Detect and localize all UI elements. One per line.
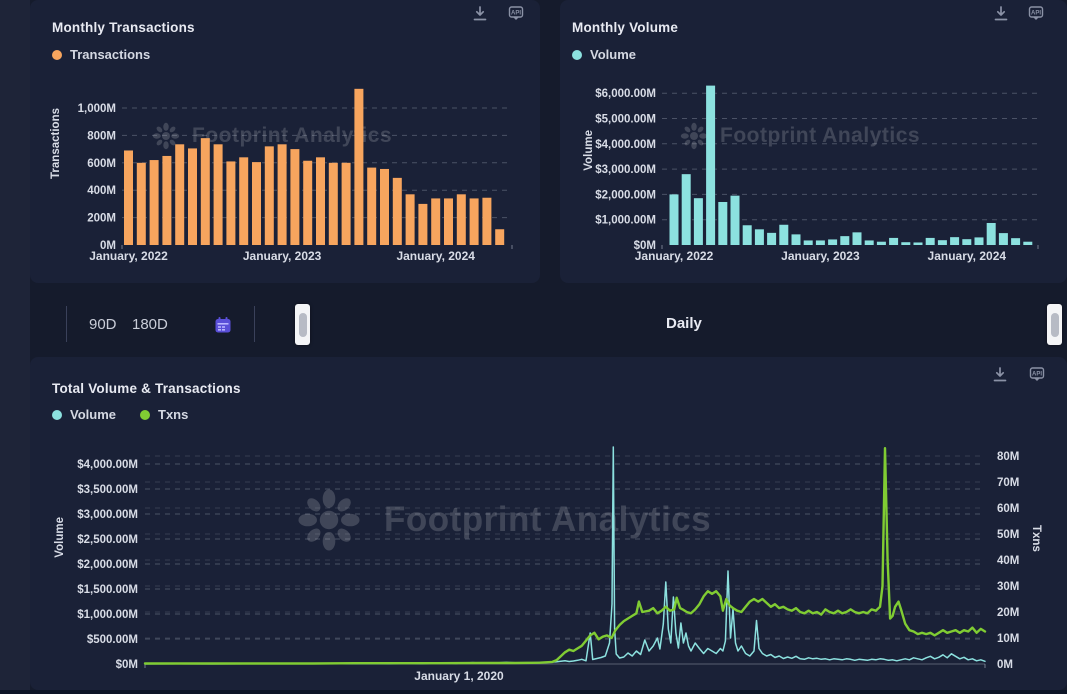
svg-text:20M: 20M (997, 607, 1019, 619)
legend-item-volume[interactable]: Volume (572, 47, 636, 62)
svg-text:January, 2022: January, 2022 (635, 249, 714, 263)
api-icon: API (1027, 367, 1047, 389)
chart-title: Monthly Transactions (52, 20, 195, 35)
svg-text:$5,000.00M: $5,000.00M (595, 114, 656, 126)
chart-title: Total Volume & Transactions (52, 381, 241, 396)
total-volume-transactions-card: Total Volume & Transactions API Volume T… (30, 357, 1067, 690)
monthly-transactions-card: Monthly Transactions API Transactions Tr… (30, 0, 540, 283)
bottom-edge-strip (0, 690, 1067, 694)
svg-text:$3,000.00M: $3,000.00M (595, 164, 656, 176)
txns-legend-dot (140, 409, 150, 420)
svg-text:API: API (1032, 372, 1042, 378)
monthly-volume-card: Monthly Volume API Volume Volume Footpri… (560, 0, 1067, 283)
download-icon (990, 367, 1010, 389)
transactions-legend-dot (52, 49, 62, 60)
svg-text:$6,000.00M: $6,000.00M (595, 88, 656, 100)
svg-text:70M: 70M (997, 477, 1019, 489)
svg-text:$1,000.00M: $1,000.00M (595, 215, 656, 227)
svg-text:800M: 800M (87, 130, 116, 142)
download-icon (991, 6, 1011, 28)
svg-text:600M: 600M (87, 158, 116, 170)
toolbar-divider (254, 306, 255, 342)
svg-text:January, 2024: January, 2024 (396, 249, 475, 263)
svg-text:$4,000.00M: $4,000.00M (77, 459, 138, 471)
left-margin-strip (0, 0, 30, 694)
svg-text:50M: 50M (997, 529, 1019, 541)
svg-text:January, 2023: January, 2023 (243, 249, 322, 263)
svg-text:$500.00M: $500.00M (87, 634, 138, 646)
api-button[interactable]: API (506, 4, 526, 24)
legend-label: Volume (70, 407, 116, 422)
daily-panel-title: Daily (666, 315, 702, 332)
svg-text:80M: 80M (997, 451, 1019, 463)
toolbar-divider (66, 306, 67, 342)
left-scrollbar-handle[interactable] (295, 304, 310, 345)
svg-text:January 1, 2020: January 1, 2020 (414, 669, 504, 683)
svg-text:$4,000.00M: $4,000.00M (595, 139, 656, 151)
svg-text:200M: 200M (87, 213, 116, 225)
legend-label: Txns (158, 407, 189, 422)
svg-text:0M: 0M (997, 659, 1013, 671)
svg-text:$0M: $0M (116, 659, 138, 671)
svg-text:$2,000.00M: $2,000.00M (595, 189, 656, 201)
api-icon: API (506, 6, 526, 28)
svg-text:400M: 400M (87, 185, 116, 197)
download-button[interactable] (990, 365, 1010, 385)
svg-text:1,000M: 1,000M (78, 103, 116, 115)
svg-text:API: API (511, 11, 521, 17)
right-scrollbar-handle[interactable] (1047, 304, 1062, 345)
monthly-volume-chart: $0M $1,000.00M $2,000.00M $3,000.00M $4,000.… (595, 85, 1039, 263)
total-volume-transactions-chart: $0M $500.00M $1,000.00M $1,500.00M $2,000.00… (77, 446, 1019, 683)
legend-label: Transactions (70, 47, 151, 62)
svg-text:$2,000.00M: $2,000.00M (77, 559, 138, 571)
download-button[interactable] (470, 4, 490, 24)
legend-label: Volume (590, 47, 636, 62)
svg-text:$2,500.00M: $2,500.00M (77, 534, 138, 546)
svg-text:$3,500.00M: $3,500.00M (77, 484, 138, 496)
svg-text:January, 2023: January, 2023 (781, 249, 860, 263)
svg-text:$1,000.00M: $1,000.00M (77, 609, 138, 621)
svg-text:60M: 60M (997, 503, 1019, 515)
svg-text:40M: 40M (997, 555, 1019, 567)
calendar-date-picker-button[interactable] (213, 315, 233, 335)
download-icon (470, 6, 490, 28)
range-90d-button[interactable]: 90D (89, 316, 117, 333)
svg-text:30M: 30M (997, 581, 1019, 593)
scrollbar-thumb[interactable] (298, 312, 307, 337)
calendar-icon (213, 317, 233, 339)
legend-item-transactions[interactable]: Transactions (52, 47, 150, 62)
svg-text:API: API (1031, 11, 1041, 17)
monthly-transactions-chart: 0M 200M 400M 600M 800M 1,000M January, 2022 Jan… (78, 88, 513, 263)
api-icon: API (1026, 6, 1046, 28)
legend-item-txns[interactable]: Txns (140, 407, 188, 422)
svg-text:$3,000.00M: $3,000.00M (77, 509, 138, 521)
volume-legend-dot (572, 49, 582, 60)
svg-text:January, 2022: January, 2022 (89, 249, 168, 263)
svg-text:10M: 10M (997, 633, 1019, 645)
api-button[interactable]: API (1027, 365, 1047, 385)
right-axis-title: Txns (1030, 525, 1042, 552)
svg-text:$1,500.00M: $1,500.00M (77, 584, 138, 596)
scrollbar-thumb[interactable] (1050, 312, 1059, 337)
chart-title: Monthly Volume (572, 20, 679, 35)
range-180d-button[interactable]: 180D (132, 316, 168, 333)
volume-legend-dot (52, 409, 62, 420)
svg-text:0M: 0M (100, 240, 116, 252)
api-button[interactable]: API (1026, 4, 1046, 24)
download-button[interactable] (991, 4, 1011, 24)
svg-text:$0M: $0M (634, 240, 656, 252)
svg-text:January, 2024: January, 2024 (928, 249, 1007, 263)
legend-item-volume[interactable]: Volume (52, 407, 116, 422)
